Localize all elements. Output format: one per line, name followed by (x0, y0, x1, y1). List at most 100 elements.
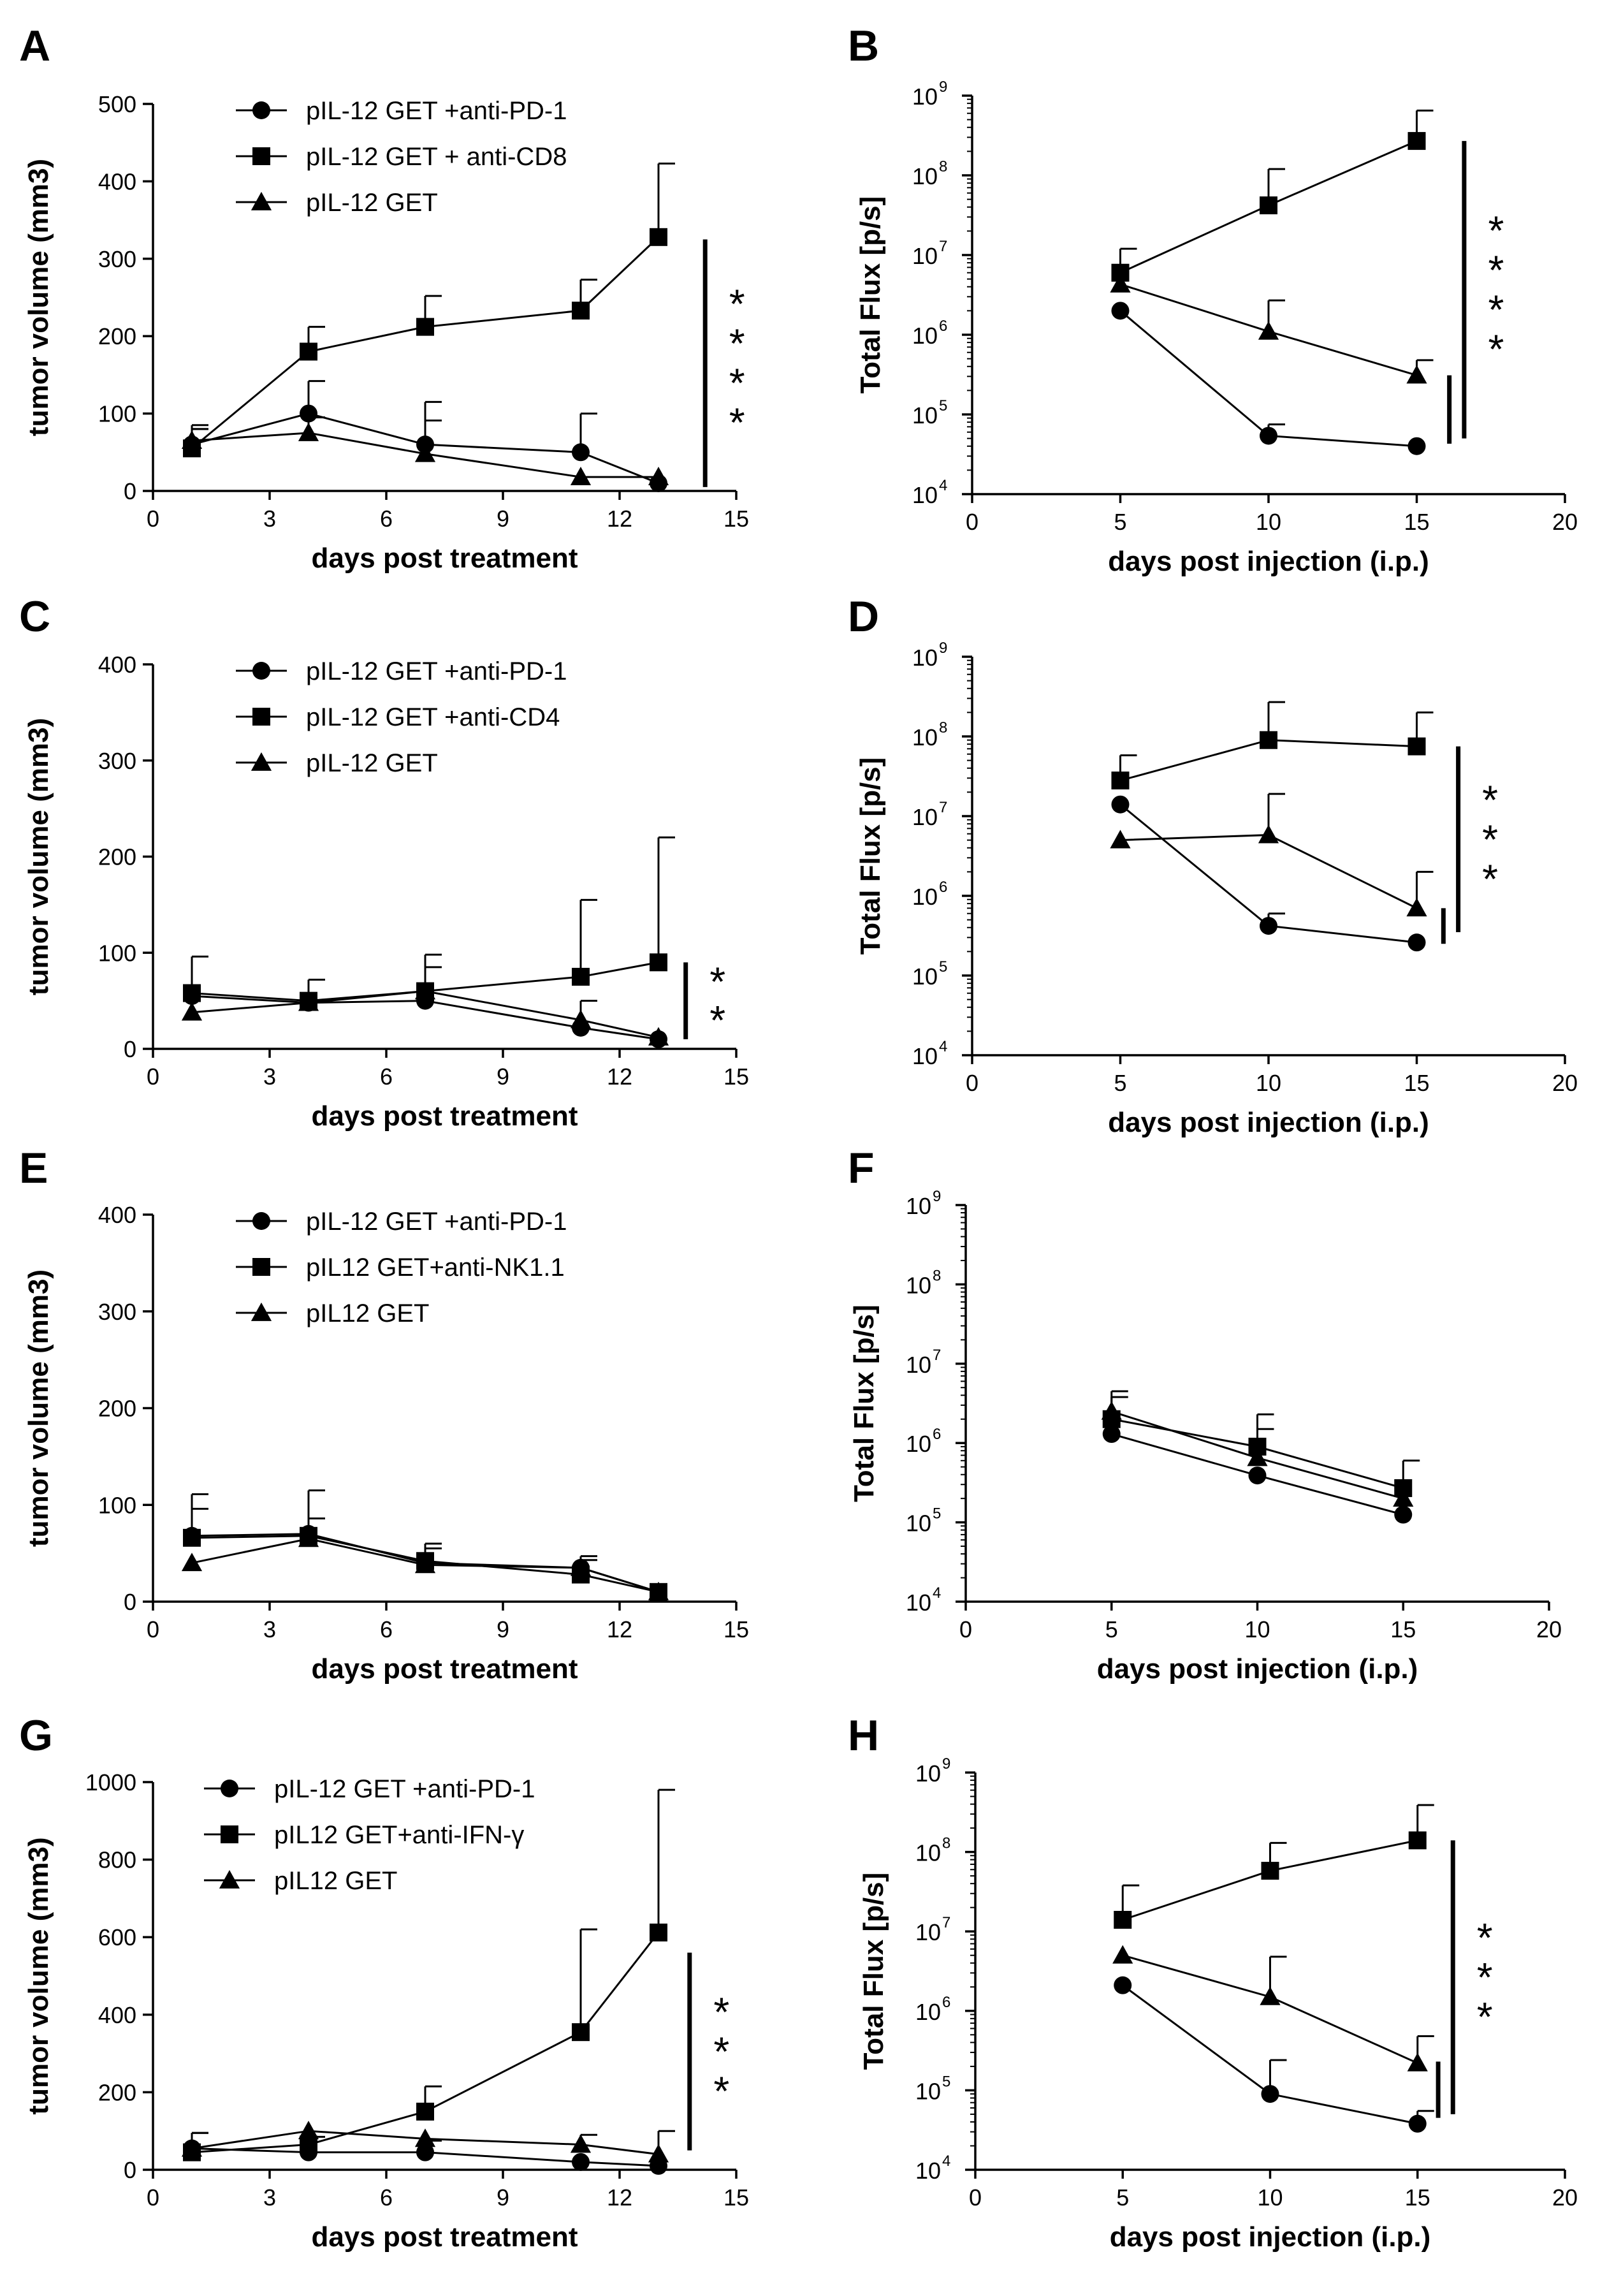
data-point-square (183, 984, 201, 1002)
y-tick-label: 100 (98, 940, 136, 966)
data-point-triangle (1258, 824, 1279, 844)
x-axis-title: days post injection (i.p.) (1108, 546, 1429, 577)
data-point-square (1260, 731, 1277, 749)
legend-label: pIL-12 GET +anti-PD-1 (306, 97, 567, 125)
y-tick-label: 600 (98, 1924, 136, 1950)
data-point-circle (572, 443, 590, 462)
significance-star: * (1477, 1994, 1493, 2040)
x-tick-label: 15 (724, 1616, 749, 1642)
significance-star: * (1477, 1915, 1493, 1961)
x-tick-label: 0 (966, 509, 978, 535)
data-point-triangle (1407, 2052, 1428, 2072)
data-point-triangle (570, 2134, 592, 2153)
x-tick-label: 12 (607, 2184, 632, 2211)
data-point-triangle (648, 467, 669, 486)
significance-star: * (729, 400, 745, 446)
data-point-square (1111, 771, 1130, 790)
x-tick-label: 3 (263, 2184, 276, 2211)
x-axis-title: days post injection (i.p.) (1108, 1107, 1429, 1138)
y-tick-exponent: 4 (939, 1038, 947, 1055)
data-point-square (300, 342, 317, 361)
significance-star: * (1488, 286, 1504, 332)
y-axis-title: tumor volume (mm3) (23, 1269, 54, 1547)
x-tick-label: 15 (724, 506, 749, 532)
y-tick-label: 100 (98, 401, 136, 427)
x-tick-label: 5 (1114, 509, 1126, 535)
legend-label: pIL-12 GET +anti-PD-1 (274, 1775, 535, 1803)
panel-letter: E (19, 1144, 48, 1192)
x-tick-label: 0 (147, 506, 159, 532)
x-tick-label: 20 (1552, 2184, 1578, 2211)
panel-letter: B (848, 22, 879, 70)
data-point-circle (1261, 2085, 1279, 2103)
legend-label: pIL-12 GET + anti-CD8 (306, 143, 567, 171)
y-tick-label: 10 (906, 1590, 931, 1616)
y-tick-exponent: 9 (939, 78, 947, 96)
data-point-triangle (1112, 1945, 1133, 1964)
data-point-square (650, 228, 667, 246)
legend-label: pIL12 GET+anti-IFN-γ (274, 1821, 524, 1849)
significance-star: * (1482, 816, 1498, 862)
y-axis-title: tumor volume (mm3) (23, 1837, 54, 2114)
legend-label: pIL-12 GET +anti-PD-1 (306, 657, 567, 685)
y-tick-label: 400 (98, 1202, 136, 1228)
legend-marker-square (252, 1258, 270, 1276)
x-tick-label: 0 (147, 1616, 159, 1642)
data-point-triangle (414, 443, 436, 462)
y-tick-label: 300 (98, 1299, 136, 1325)
data-point-triangle (414, 1554, 436, 1574)
data-point-triangle (1110, 830, 1131, 849)
significance-stars: * * (709, 958, 725, 1042)
data-point-square (1407, 132, 1426, 150)
significance-star: * (709, 997, 725, 1043)
x-tick-label: 9 (497, 1616, 509, 1642)
data-point-triangle (1110, 274, 1131, 293)
data-point-square (650, 1923, 667, 1941)
y-tick-label: 10 (912, 884, 938, 910)
series-triangle (1110, 274, 1434, 384)
series-circle (1111, 302, 1426, 455)
y-tick-label: 10 (912, 482, 938, 508)
x-tick-label: 5 (1116, 2184, 1129, 2211)
legend-marker-square (252, 708, 270, 726)
x-tick-label: 9 (497, 1064, 509, 1090)
significance-star: * (1488, 247, 1504, 293)
legend-marker-circle (221, 1780, 238, 1797)
y-tick-exponent: 8 (939, 158, 947, 175)
series-square (183, 836, 675, 1010)
y-axis-title: Total Flux [p/s] (855, 196, 886, 394)
data-point-triangle (298, 1528, 319, 1547)
data-point-triangle (570, 467, 592, 486)
data-point-square (1114, 1910, 1132, 1929)
y-tick-exponent: 4 (933, 1584, 941, 1602)
series-circle (1114, 1976, 1434, 2133)
x-tick-label: 15 (724, 1064, 749, 1090)
data-point-triangle (298, 992, 319, 1011)
y-tick-label: 200 (98, 2079, 136, 2105)
series-square (1114, 1804, 1434, 1929)
significance-star: * (713, 2068, 729, 2114)
x-tick-label: 12 (607, 506, 632, 532)
panel-letter: C (19, 592, 50, 641)
legend-label: pIL-12 GET (306, 189, 438, 217)
y-tick-exponent: 8 (942, 1835, 950, 1852)
y-tick-exponent: 5 (939, 397, 947, 414)
data-point-triangle (1406, 365, 1427, 384)
significance-stars: * * * * (729, 281, 745, 446)
x-axis-title: days post injection (i.p.) (1097, 1653, 1418, 1685)
y-tick-label: 10 (912, 1043, 938, 1069)
data-point-circle (1260, 427, 1277, 445)
x-tick-label: 0 (969, 2184, 982, 2211)
legend-label: pIL12 GET (274, 1867, 397, 1895)
data-point-square (572, 967, 590, 986)
x-tick-label: 5 (1114, 1070, 1126, 1096)
y-tick-label: 400 (98, 2002, 136, 2028)
y-tick-label: 800 (98, 1847, 136, 1873)
y-tick-label: 10 (912, 243, 938, 269)
significance-stars: * * * (713, 1989, 729, 2114)
panel-g: G 0 3 6 9 12 15 0 200 400 600 800 1000 days post trea… (19, 1711, 749, 2253)
y-tick-label: 10 (912, 163, 938, 189)
